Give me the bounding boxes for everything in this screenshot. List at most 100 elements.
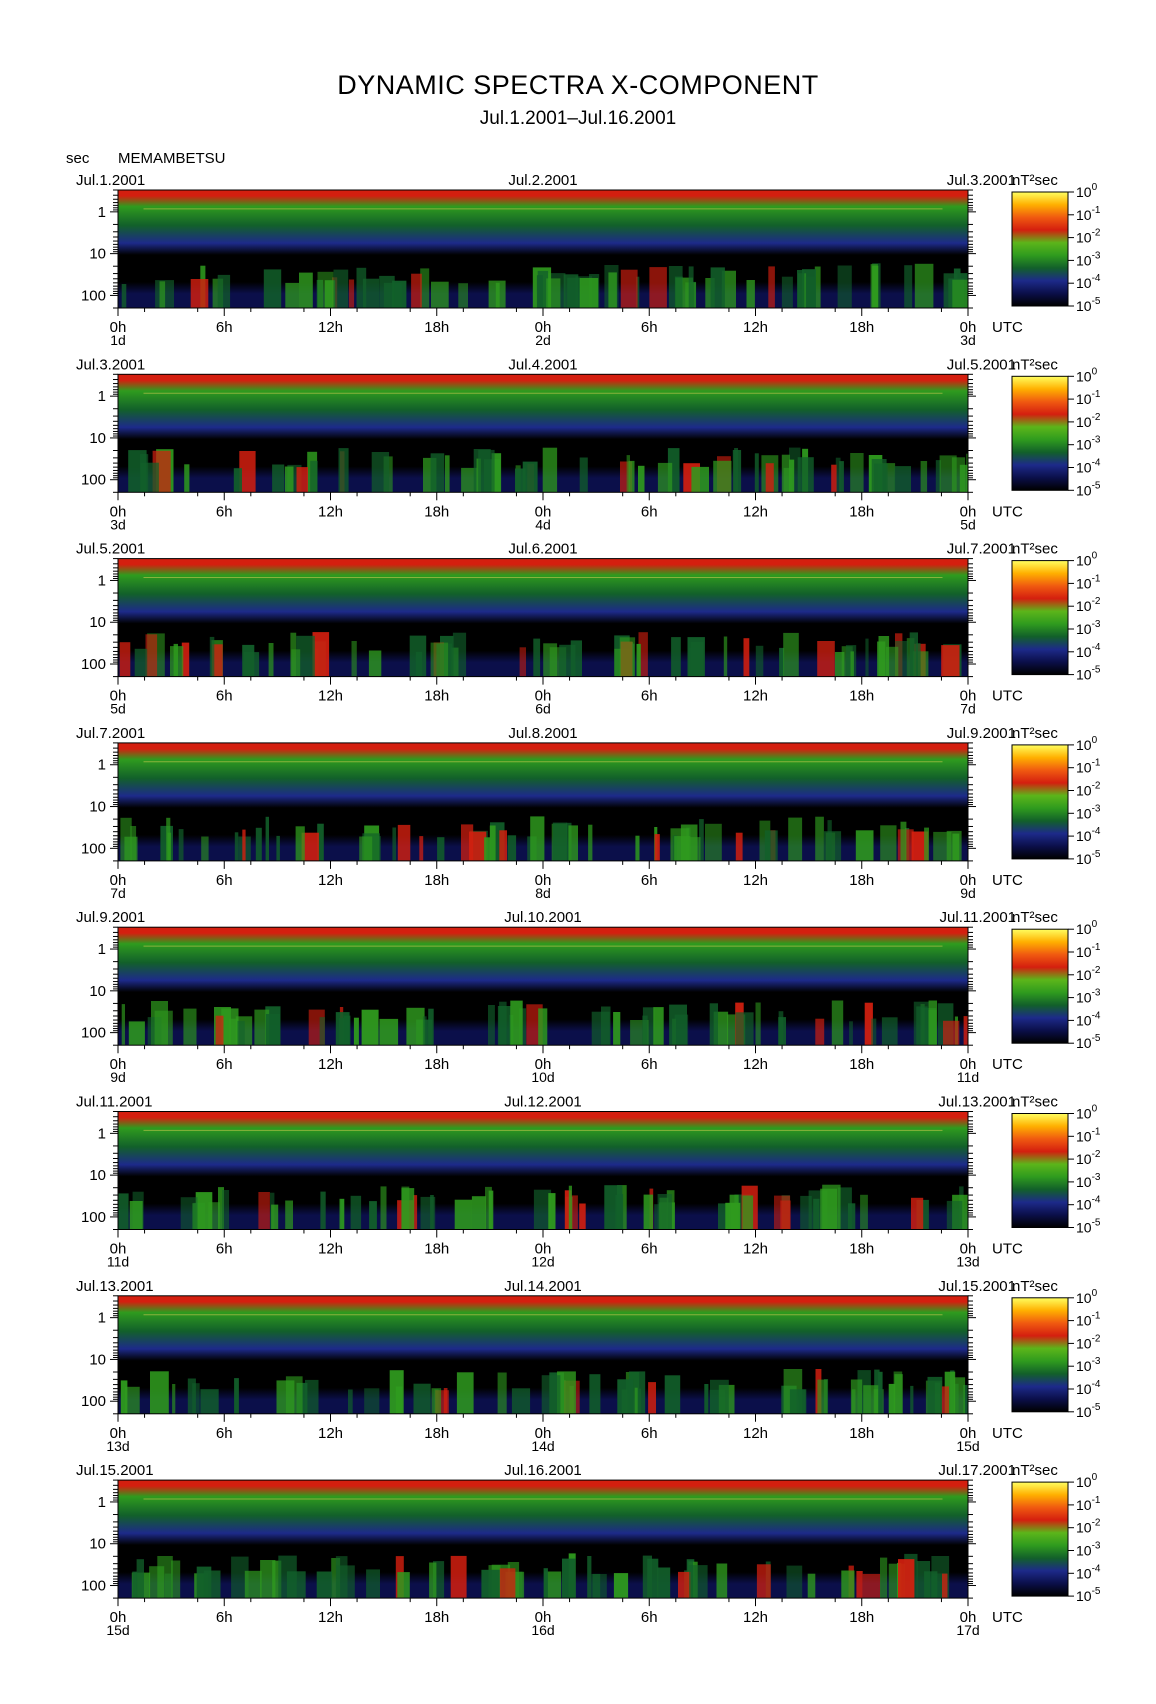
activity-patch	[411, 273, 422, 308]
activity-patch	[642, 1555, 652, 1599]
activity-patch	[317, 823, 324, 861]
colorbar-tick-exponent: -3	[1092, 619, 1101, 630]
y-tick-label: 10	[89, 1536, 106, 1553]
activity-patch	[397, 1572, 410, 1599]
y-tick-label: 10	[89, 1351, 106, 1368]
activity-patch	[704, 1384, 709, 1414]
activity-patch	[420, 1196, 436, 1230]
day-label-mid: 16d	[531, 1622, 554, 1638]
activity-patch	[778, 1011, 784, 1046]
activity-patch	[272, 1560, 282, 1599]
activity-patch	[944, 1371, 956, 1414]
colorbar	[1011, 375, 1069, 491]
activity-patch	[805, 276, 816, 308]
activity-patch	[471, 1196, 486, 1230]
activity-patch	[648, 1382, 656, 1414]
x-tick-label: 12h	[318, 1425, 343, 1442]
activity-patch	[401, 1186, 410, 1230]
activity-patch	[880, 825, 897, 861]
colorbar-tick-label: 100	[1076, 1288, 1098, 1306]
activity-patch	[647, 1558, 659, 1599]
activity-patch	[780, 1200, 791, 1230]
colorbar-tick-exponent: -2	[1092, 1518, 1101, 1529]
colorbar-tick-exponent: -3	[1092, 803, 1101, 814]
colorbar-tick-label: 10-3	[1076, 988, 1101, 1006]
date-label-right: Jul.17.2001	[938, 1462, 1016, 1479]
day-label-end: 15d	[956, 1438, 979, 1454]
date-label-right: Jul.3.2001	[947, 172, 1016, 189]
x-tick-label: 18h	[424, 319, 449, 336]
date-label-right: Jul.7.2001	[947, 541, 1016, 558]
activity-patch	[415, 651, 423, 677]
activity-patch	[412, 1195, 418, 1230]
activity-patch	[628, 460, 635, 493]
x-tick-label: 6h	[216, 872, 233, 889]
activity-patch	[331, 1558, 341, 1599]
colorbar-tick-exponent: -2	[1092, 1149, 1101, 1160]
activity-patch	[167, 832, 172, 861]
colorbar-tick-exponent: -2	[1092, 781, 1101, 792]
activity-patch	[705, 823, 722, 861]
y-tick-label: 10	[89, 1167, 106, 1184]
activity-patch	[244, 1570, 262, 1599]
activity-patch	[305, 1379, 319, 1414]
x-tick-label: 18h	[849, 1609, 874, 1626]
activity-patch	[499, 1001, 507, 1046]
colorbar-tick-exponent: -5	[1092, 849, 1101, 860]
activity-patch	[839, 461, 844, 493]
activity-patch	[129, 1201, 143, 1230]
activity-patch	[823, 831, 842, 861]
activity-patch	[379, 1018, 399, 1046]
colorbar-tick-label: 10-1	[1076, 205, 1101, 223]
station-name: MEMAMBETSU	[118, 150, 226, 167]
activity-patch	[604, 1185, 623, 1230]
activity-patch	[478, 449, 495, 493]
activity-patch	[178, 829, 184, 861]
activity-patch	[620, 269, 638, 308]
activity-patch	[781, 276, 793, 308]
day-label-end: 9d	[960, 885, 976, 901]
activity-patch	[952, 279, 968, 308]
activity-patch	[911, 1197, 924, 1230]
activity-patch	[820, 1188, 838, 1230]
activity-patch	[364, 1388, 380, 1414]
colorbar-tick-exponent: -1	[1092, 1126, 1101, 1137]
y-tick-label: 100	[81, 1025, 106, 1042]
colorbar-tick-label: 10-2	[1076, 1149, 1101, 1167]
x-tick-label: 18h	[849, 688, 874, 705]
activity-patch	[291, 649, 301, 677]
activity-patch	[789, 1389, 807, 1414]
activity-patch	[118, 1193, 129, 1230]
activity-patch	[312, 632, 330, 677]
colorbar-tick-exponent: -1	[1092, 205, 1101, 216]
x-tick-label: 18h	[424, 1425, 449, 1442]
activity-patch	[285, 1376, 303, 1414]
colorbar-tick-exponent: -5	[1092, 1218, 1101, 1229]
colorbar	[1011, 928, 1069, 1044]
activity-patch	[134, 648, 148, 677]
activity-patch	[910, 1385, 914, 1414]
activity-patch	[541, 1375, 561, 1414]
activity-patch	[916, 643, 921, 677]
activity-patch	[348, 1389, 353, 1414]
colorbar-tick-label: 10-2	[1076, 1518, 1101, 1536]
activity-patch	[871, 1018, 877, 1046]
activity-patch	[587, 1556, 592, 1599]
date-label-mid: Jul.10.2001	[504, 909, 582, 926]
activity-patch	[284, 466, 294, 493]
colorbar-unit: nT²sec	[1012, 356, 1058, 373]
activity-patch	[195, 1192, 213, 1230]
activity-patch	[507, 835, 517, 861]
activity-patch	[157, 1556, 173, 1599]
activity-patch	[295, 826, 305, 861]
activity-patch	[668, 266, 683, 308]
activity-patch	[533, 638, 541, 677]
date-label-mid: Jul.4.2001	[508, 356, 577, 373]
activity-patch	[353, 1017, 359, 1046]
activity-patch	[469, 831, 487, 861]
y-tick-label: 1	[98, 757, 106, 774]
x-tick-label: 6h	[216, 1425, 233, 1442]
activity-patch	[510, 1000, 523, 1046]
activity-patch	[636, 276, 640, 308]
